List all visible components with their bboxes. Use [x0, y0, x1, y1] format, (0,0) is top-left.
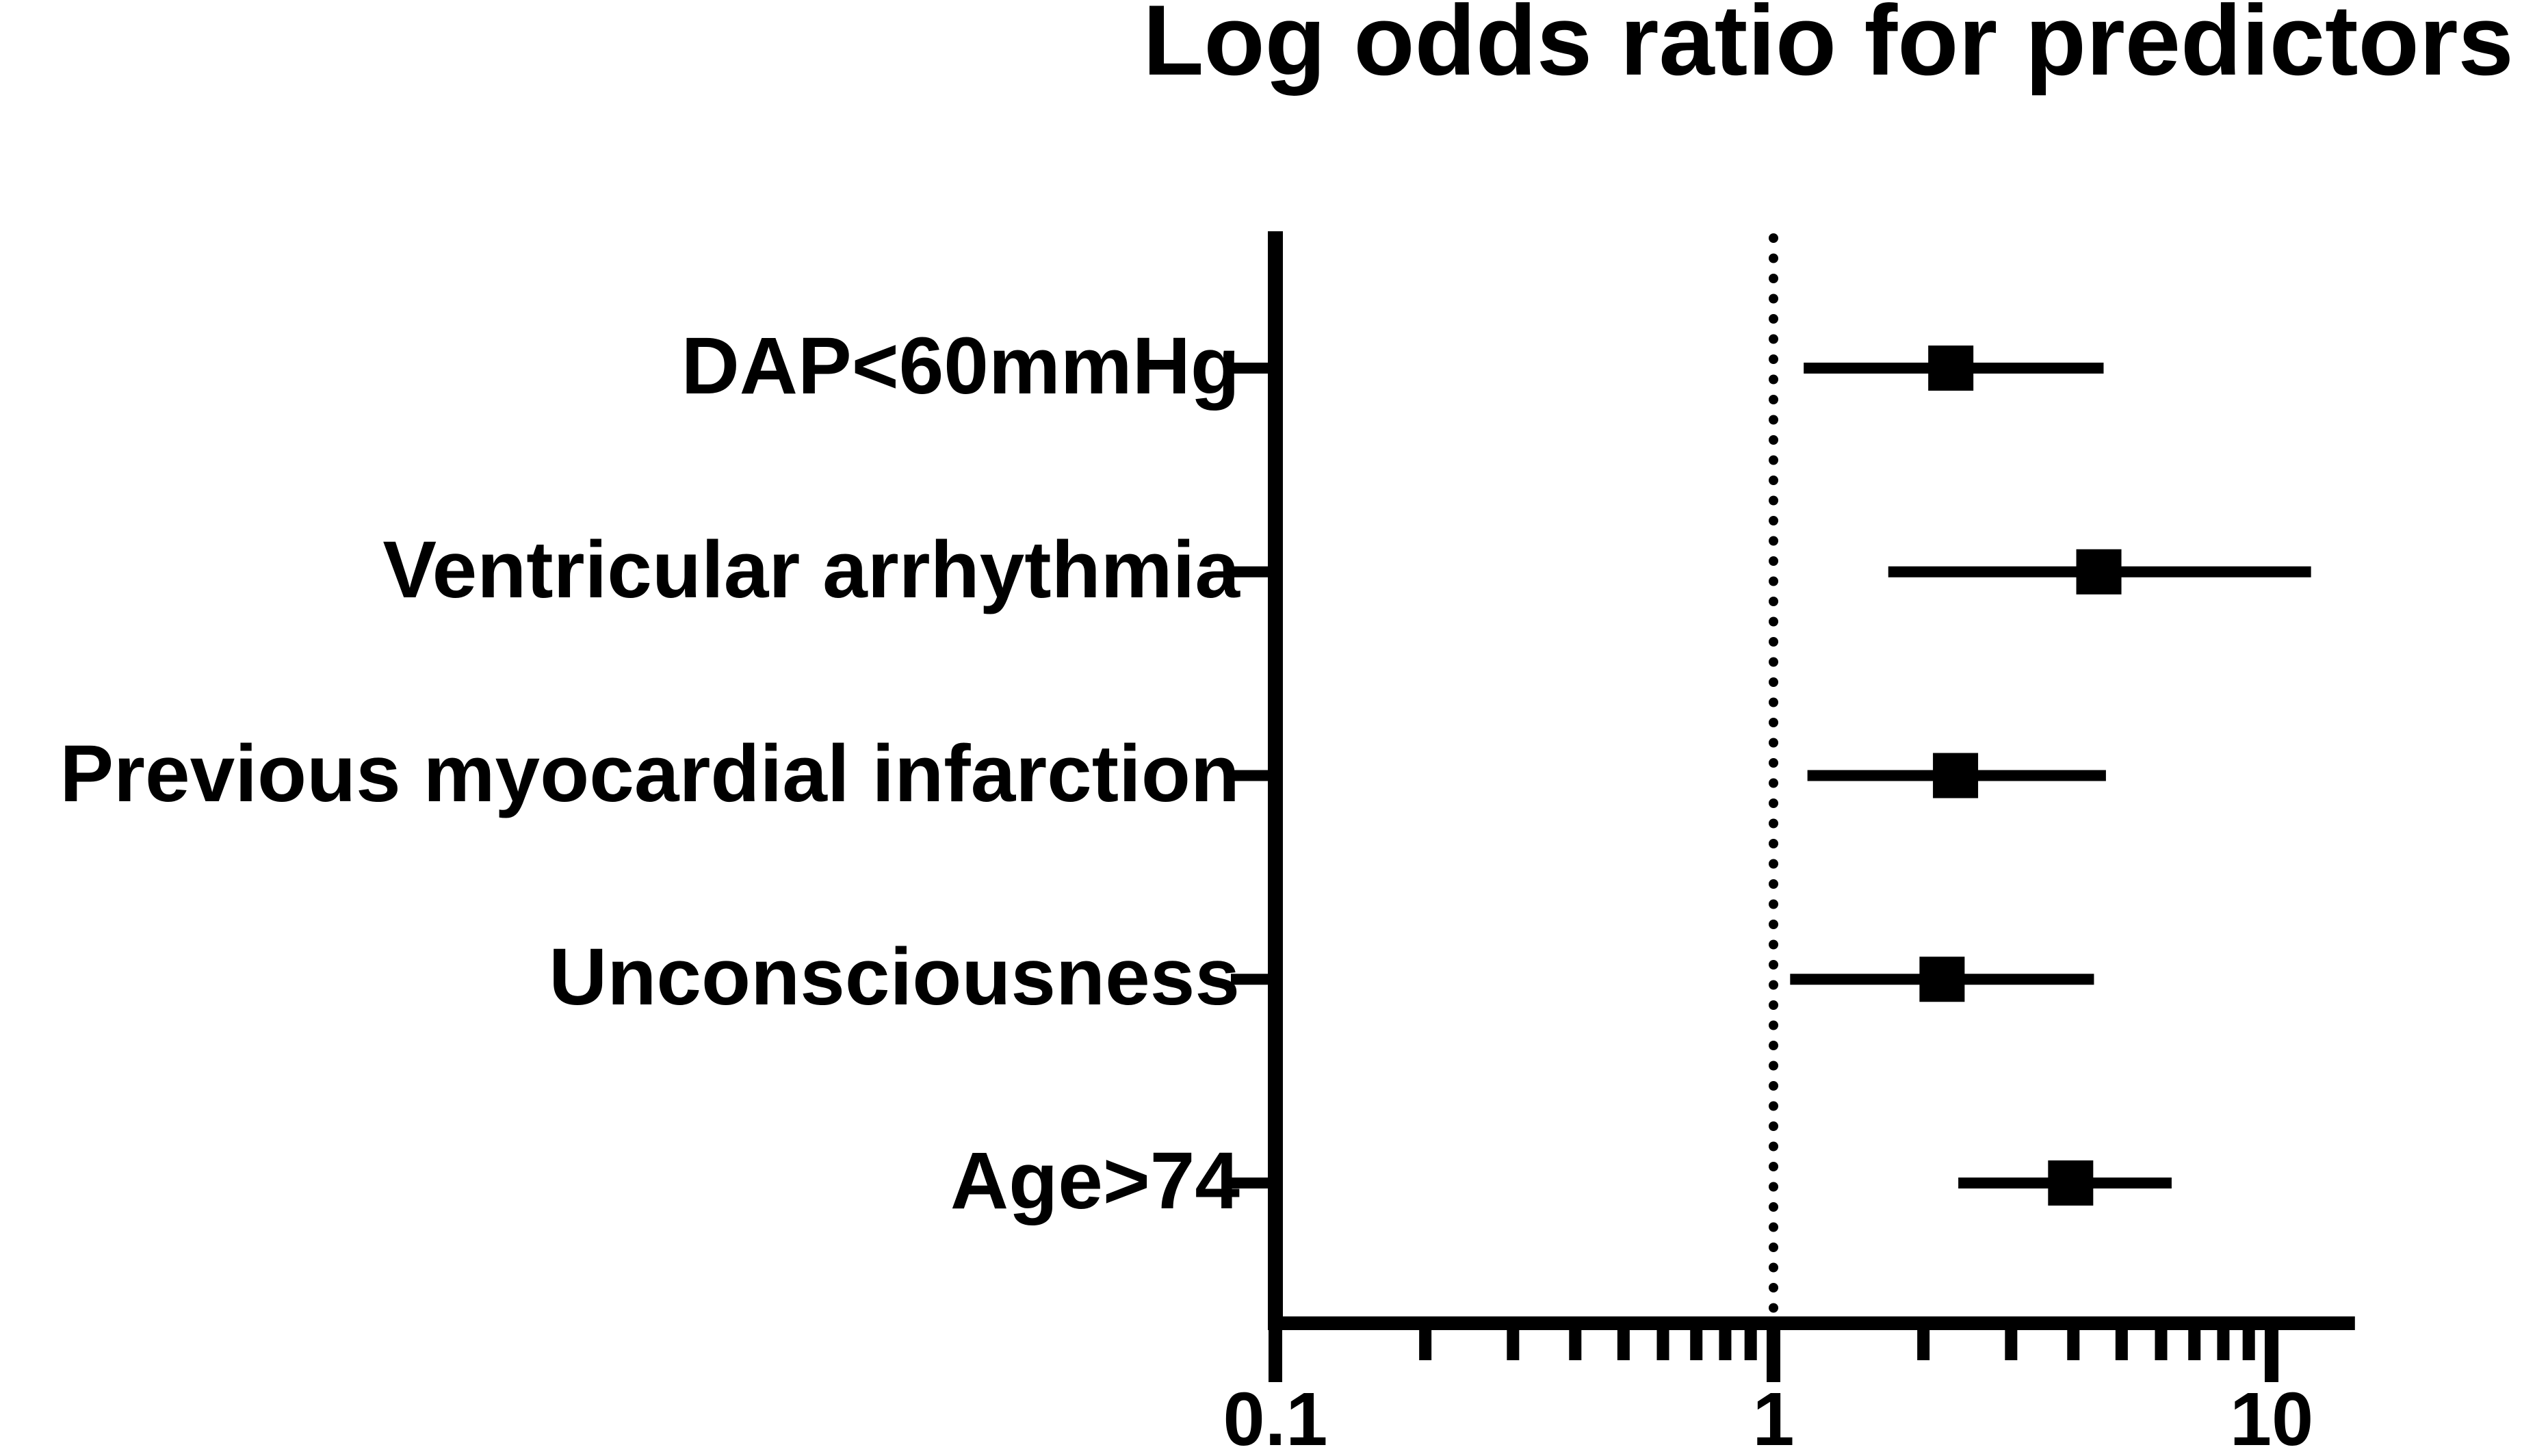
x-major-tick: [2265, 1323, 2278, 1382]
x-minor-tick: [1719, 1323, 1732, 1360]
x-tick-label: 0.1: [1223, 1377, 1328, 1456]
category-label: Previous myocardial infarction: [60, 728, 1240, 819]
chart-title: Log odds ratio for predictors: [1143, 0, 2514, 96]
category-label: Unconsciousness: [549, 932, 1240, 1023]
x-minor-tick: [2067, 1323, 2080, 1360]
x-minor-tick: [2005, 1323, 2018, 1360]
x-tick-label: 10: [2230, 1377, 2313, 1456]
x-minor-tick: [1656, 1323, 1669, 1360]
category-tick: [1231, 770, 1268, 781]
or-marker: [1933, 753, 1979, 798]
category-label: Age>74: [950, 1136, 1240, 1226]
x-minor-tick: [1744, 1323, 1757, 1360]
category-label: Ventricular arrhythmia: [382, 524, 1240, 615]
x-minor-tick: [1617, 1323, 1630, 1360]
category-label: DAP<60mmHg: [681, 321, 1240, 411]
category-tick: [1231, 1178, 1268, 1188]
x-minor-tick: [2155, 1323, 2168, 1360]
x-minor-tick: [1507, 1323, 1520, 1360]
x-axis-line: [1268, 1316, 2355, 1330]
or-marker: [1919, 957, 1965, 1002]
x-minor-tick: [2115, 1323, 2128, 1360]
x-minor-tick: [1569, 1323, 1582, 1360]
or-marker: [2076, 549, 2122, 595]
x-minor-tick: [2188, 1323, 2201, 1360]
category-tick: [1231, 974, 1268, 985]
x-major-tick: [1767, 1323, 1780, 1382]
or-marker: [1928, 346, 1974, 391]
x-minor-tick: [1419, 1323, 1432, 1360]
category-tick: [1231, 566, 1268, 577]
category-tick: [1231, 363, 1268, 374]
x-minor-tick: [2217, 1323, 2230, 1360]
x-minor-tick: [2242, 1323, 2255, 1360]
x-minor-tick: [1917, 1323, 1930, 1360]
x-major-tick: [1269, 1323, 1282, 1382]
y-axis-line: [1268, 231, 1283, 1330]
or-marker: [2048, 1160, 2094, 1206]
x-minor-tick: [1690, 1323, 1703, 1360]
x-tick-label: 1: [1752, 1377, 1794, 1456]
